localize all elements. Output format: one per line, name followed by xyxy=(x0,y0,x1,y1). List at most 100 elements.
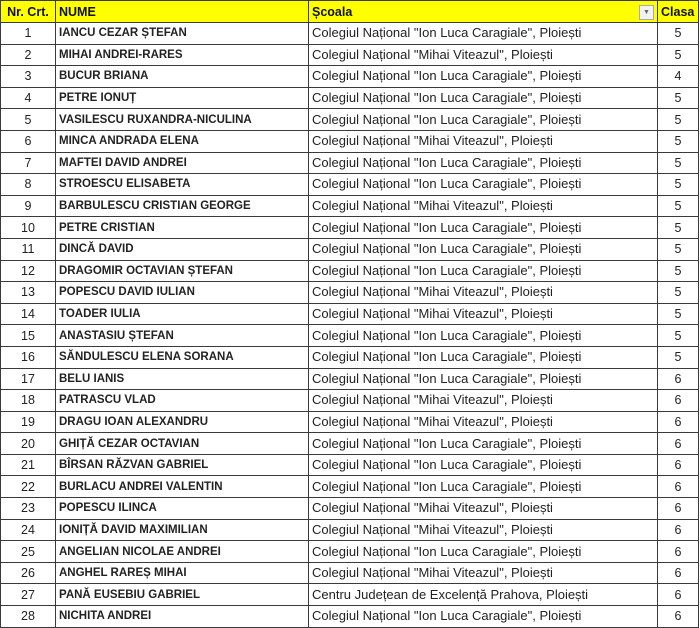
cell-scoala[interactable]: Colegiul Național "Mihai Viteazul", Ploi… xyxy=(308,129,658,153)
cell-scoala[interactable]: Colegiul Național "Ion Luca Caragiale", … xyxy=(308,324,658,347)
cell-clasa[interactable]: 5 xyxy=(657,345,699,369)
cell-scoala[interactable]: Colegiul Național "Ion Luca Caragiale", … xyxy=(308,22,658,45)
cell-nr[interactable]: 17 xyxy=(0,367,56,391)
cell-clasa[interactable]: 6 xyxy=(657,518,699,542)
cell-nume[interactable]: SĂNDULESCU ELENA SORANA xyxy=(55,345,309,369)
cell-scoala[interactable]: Colegiul Național "Mihai Viteazul", Ploi… xyxy=(308,302,658,326)
cell-scoala[interactable]: Colegiul Național "Ion Luca Caragiale", … xyxy=(308,367,658,391)
cell-nr[interactable]: 5 xyxy=(0,108,56,131)
cell-clasa[interactable]: 6 xyxy=(657,497,699,520)
cell-scoala[interactable]: Colegiul Național "Ion Luca Caragiale", … xyxy=(308,108,658,131)
cell-nr[interactable]: 27 xyxy=(0,583,56,607)
header-nume[interactable]: NUME xyxy=(55,0,309,23)
cell-clasa[interactable]: 5 xyxy=(657,216,699,239)
header-clasa[interactable]: Clasa xyxy=(657,0,699,23)
cell-scoala[interactable]: Colegiul Național "Ion Luca Caragiale", … xyxy=(308,540,658,563)
cell-nume[interactable]: ANGHEL RAREȘ MIHAI xyxy=(55,561,309,585)
cell-clasa[interactable]: 5 xyxy=(657,281,699,304)
cell-nr[interactable]: 14 xyxy=(0,302,56,326)
cell-nr[interactable]: 16 xyxy=(0,345,56,369)
cell-nr[interactable]: 11 xyxy=(0,237,56,261)
cell-scoala[interactable]: Colegiul Național "Ion Luca Caragiale", … xyxy=(308,453,658,477)
cell-clasa[interactable]: 6 xyxy=(657,410,699,434)
cell-scoala[interactable]: Centru Județean de Excelență Prahova, Pl… xyxy=(308,583,658,607)
cell-clasa[interactable]: 5 xyxy=(657,22,699,45)
cell-nr[interactable]: 2 xyxy=(0,43,56,67)
cell-clasa[interactable]: 6 xyxy=(657,605,699,628)
cell-clasa[interactable]: 6 xyxy=(657,540,699,563)
cell-nume[interactable]: POPESCU ILINCA xyxy=(55,497,309,520)
header-scoala[interactable]: Școala ▼ xyxy=(308,0,658,23)
cell-nume[interactable]: MINCA ANDRADA ELENA xyxy=(55,129,309,153)
cell-nume[interactable]: ANGELIAN NICOLAE ANDREI xyxy=(55,540,309,563)
cell-nr[interactable]: 25 xyxy=(0,540,56,563)
header-nr-crt[interactable]: Nr. Crt. xyxy=(0,0,56,23)
cell-nr[interactable]: 3 xyxy=(0,65,56,88)
cell-scoala[interactable]: Colegiul Național "Ion Luca Caragiale", … xyxy=(308,237,658,261)
cell-nr[interactable]: 19 xyxy=(0,410,56,434)
cell-scoala[interactable]: Colegiul Național "Ion Luca Caragiale", … xyxy=(308,605,658,628)
cell-clasa[interactable]: 6 xyxy=(657,561,699,585)
cell-nr[interactable]: 20 xyxy=(0,432,56,455)
cell-scoala[interactable]: Colegiul Național "Mihai Viteazul", Ploi… xyxy=(308,194,658,218)
cell-nume[interactable]: STROESCU ELISABETA xyxy=(55,173,309,196)
cell-nume[interactable]: BARBULESCU CRISTIAN GEORGE xyxy=(55,194,309,218)
cell-clasa[interactable]: 6 xyxy=(657,475,699,499)
cell-nume[interactable]: IANCU CEZAR ȘTEFAN xyxy=(55,22,309,45)
cell-scoala[interactable]: Colegiul Național "Ion Luca Caragiale", … xyxy=(308,432,658,455)
cell-nr[interactable]: 6 xyxy=(0,129,56,153)
dropdown-filter-icon[interactable]: ▼ xyxy=(639,5,654,20)
cell-nr[interactable]: 15 xyxy=(0,324,56,347)
cell-nume[interactable]: PATRASCU VLAD xyxy=(55,389,309,412)
cell-clasa[interactable]: 5 xyxy=(657,151,699,175)
cell-nume[interactable]: VASILESCU RUXANDRA-NICULINA xyxy=(55,108,309,131)
cell-nume[interactable]: GHIȚĂ CEZAR OCTAVIAN xyxy=(55,432,309,455)
cell-nume[interactable]: BUCUR BRIANA xyxy=(55,65,309,88)
cell-scoala[interactable]: Colegiul Național "Mihai Viteazul", Ploi… xyxy=(308,561,658,585)
cell-nume[interactable]: IONIȚĂ DAVID MAXIMILIAN xyxy=(55,518,309,542)
cell-nume[interactable]: MIHAI ANDREI-RARES xyxy=(55,43,309,67)
cell-clasa[interactable]: 5 xyxy=(657,194,699,218)
cell-clasa[interactable]: 6 xyxy=(657,367,699,391)
cell-scoala[interactable]: Colegiul Național "Mihai Viteazul", Ploi… xyxy=(308,410,658,434)
cell-scoala[interactable]: Colegiul Național "Ion Luca Caragiale", … xyxy=(308,345,658,369)
cell-scoala[interactable]: Colegiul Național "Mihai Viteazul", Ploi… xyxy=(308,389,658,412)
cell-clasa[interactable]: 5 xyxy=(657,302,699,326)
cell-scoala[interactable]: Colegiul Național "Ion Luca Caragiale", … xyxy=(308,173,658,196)
cell-nr[interactable]: 9 xyxy=(0,194,56,218)
cell-nr[interactable]: 7 xyxy=(0,151,56,175)
cell-nr[interactable]: 18 xyxy=(0,389,56,412)
cell-clasa[interactable]: 5 xyxy=(657,129,699,153)
cell-nume[interactable]: BURLACU ANDREI VALENTIN xyxy=(55,475,309,499)
cell-nume[interactable]: POPESCU DAVID IULIAN xyxy=(55,281,309,304)
cell-clasa[interactable]: 6 xyxy=(657,432,699,455)
cell-scoala[interactable]: Colegiul Național "Ion Luca Caragiale", … xyxy=(308,65,658,88)
cell-scoala[interactable]: Colegiul Național "Ion Luca Caragiale", … xyxy=(308,259,658,283)
cell-nr[interactable]: 26 xyxy=(0,561,56,585)
cell-nr[interactable]: 23 xyxy=(0,497,56,520)
cell-nr[interactable]: 12 xyxy=(0,259,56,283)
cell-clasa[interactable]: 5 xyxy=(657,173,699,196)
cell-clasa[interactable]: 5 xyxy=(657,43,699,67)
cell-clasa[interactable]: 6 xyxy=(657,389,699,412)
cell-scoala[interactable]: Colegiul Național "Mihai Viteazul", Ploi… xyxy=(308,497,658,520)
cell-nr[interactable]: 28 xyxy=(0,605,56,628)
cell-nume[interactable]: NICHITA ANDREI xyxy=(55,605,309,628)
cell-nume[interactable]: PETRE CRISTIAN xyxy=(55,216,309,239)
cell-nr[interactable]: 22 xyxy=(0,475,56,499)
cell-nr[interactable]: 24 xyxy=(0,518,56,542)
cell-nume[interactable]: BÎRSAN RĂZVAN GABRIEL xyxy=(55,453,309,477)
cell-nume[interactable]: DINCĂ DAVID xyxy=(55,237,309,261)
cell-scoala[interactable]: Colegiul Național "Ion Luca Caragiale", … xyxy=(308,151,658,175)
cell-clasa[interactable]: 5 xyxy=(657,86,699,110)
cell-nr[interactable]: 10 xyxy=(0,216,56,239)
cell-nume[interactable]: DRAGU IOAN ALEXANDRU xyxy=(55,410,309,434)
cell-clasa[interactable]: 5 xyxy=(657,237,699,261)
cell-nr[interactable]: 8 xyxy=(0,173,56,196)
cell-clasa[interactable]: 5 xyxy=(657,108,699,131)
cell-scoala[interactable]: Colegiul Național "Ion Luca Caragiale", … xyxy=(308,86,658,110)
cell-scoala[interactable]: Colegiul Național "Mihai Viteazul", Ploi… xyxy=(308,43,658,67)
cell-clasa[interactable]: 4 xyxy=(657,65,699,88)
cell-nr[interactable]: 1 xyxy=(0,22,56,45)
cell-nr[interactable]: 13 xyxy=(0,281,56,304)
